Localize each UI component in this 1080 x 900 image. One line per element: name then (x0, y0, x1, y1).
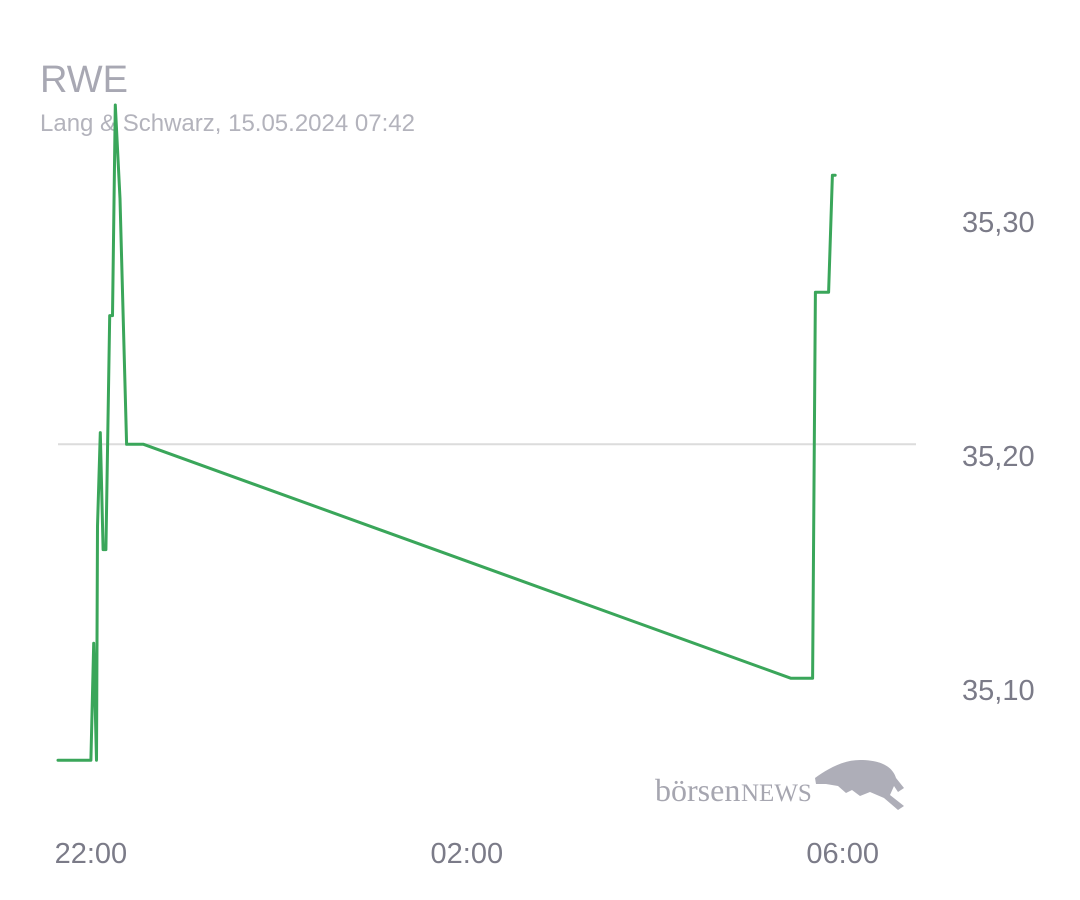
x-tick-label: 06:00 (806, 838, 879, 870)
y-axis: 35,10 35,20 35,30 (962, 207, 1035, 707)
x-axis: 22:00 02:00 06:00 (55, 838, 879, 870)
chart-title: RWE (40, 59, 128, 101)
chart-subtitle: Lang & Schwarz, 15.05.2024 07:42 (40, 110, 415, 137)
watermark-text-upper: NEWS (741, 780, 812, 807)
series-line (56, 103, 837, 762)
y-tick-label: 35,20 (962, 441, 1035, 473)
watermark-text-lower: börsen (655, 772, 740, 808)
boersennews-watermark: börsen NEWS (655, 760, 904, 810)
bull-icon (815, 760, 904, 810)
x-tick-label: 02:00 (431, 838, 504, 870)
y-tick-label: 35,10 (962, 675, 1035, 707)
y-tick-label: 35,30 (962, 207, 1035, 239)
x-tick-label: 22:00 (55, 838, 128, 870)
